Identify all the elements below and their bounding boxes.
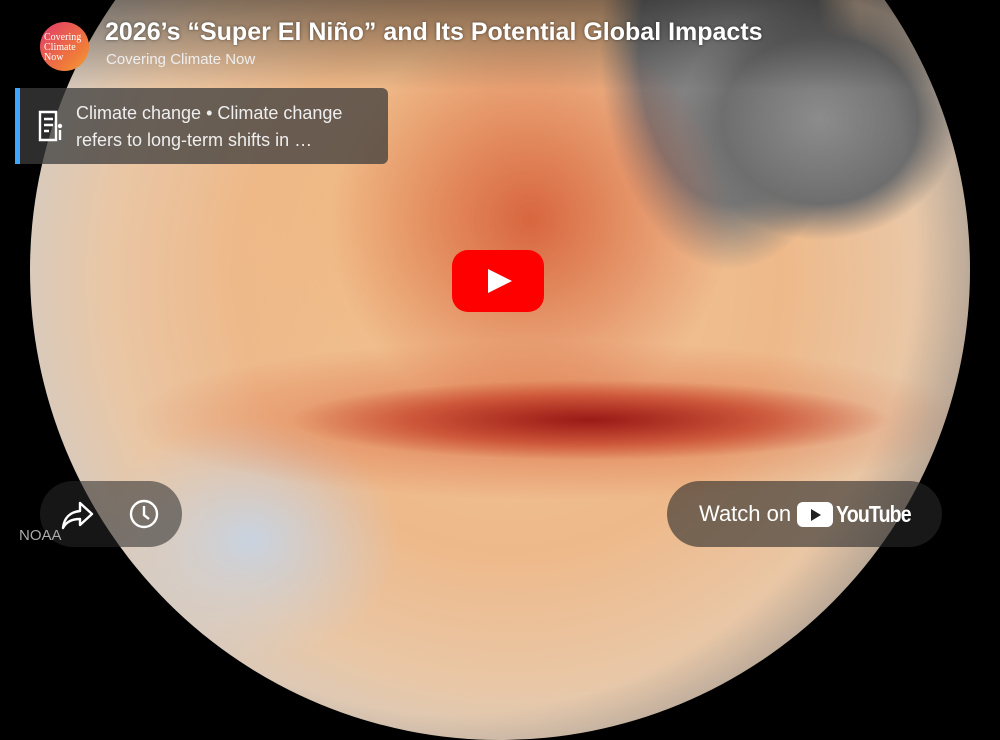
- avatar-logo-text: Covering Climate Now: [44, 32, 82, 63]
- info-card[interactable]: Climate change • Climate change refers t…: [15, 88, 388, 164]
- play-button[interactable]: [452, 250, 544, 312]
- actions-pill: [40, 481, 182, 547]
- watch-on-youtube-button[interactable]: Watch on YouTube: [667, 481, 942, 547]
- video-title[interactable]: 2026’s “Super El Niño” and Its Potential…: [105, 18, 763, 46]
- youtube-wordmark: YouTube: [836, 500, 912, 527]
- youtube-play-logo-icon: [797, 501, 834, 527]
- source-watermark: NOAA: [19, 527, 62, 544]
- channel-name[interactable]: Covering Climate Now: [106, 51, 256, 68]
- top-gradient: [0, 0, 1000, 90]
- channel-avatar[interactable]: Covering Climate Now: [40, 22, 89, 71]
- info-card-text: Climate change • Climate change refers t…: [76, 103, 343, 150]
- share-icon[interactable]: [60, 500, 94, 530]
- watch-on-label: Watch on: [699, 501, 792, 526]
- info-document-icon: [38, 110, 63, 142]
- clock-icon[interactable]: [128, 498, 160, 530]
